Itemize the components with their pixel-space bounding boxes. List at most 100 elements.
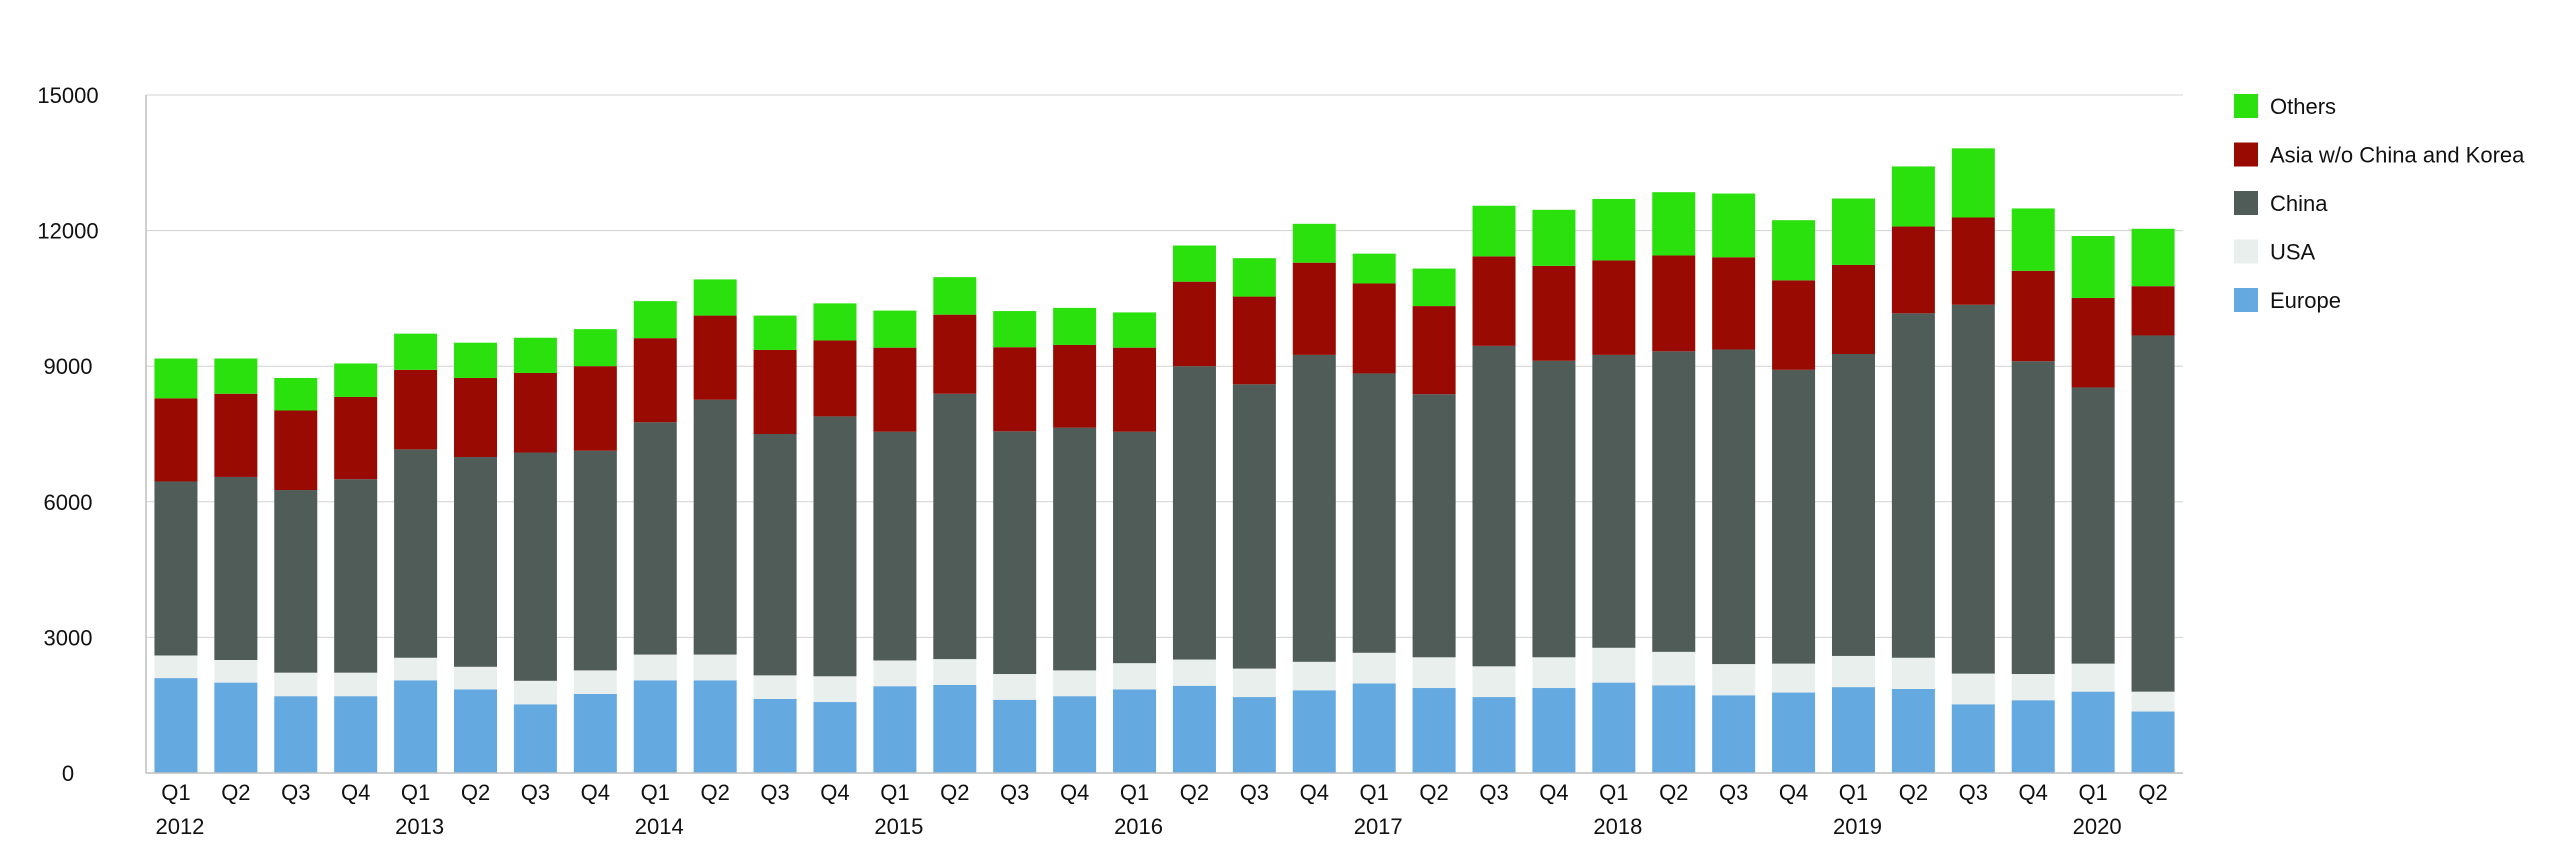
bar-segment <box>933 659 977 685</box>
x-tick-label: Q1 <box>880 780 909 805</box>
bar-segment <box>753 434 797 676</box>
bar-segment <box>1232 668 1276 698</box>
year-label: 2018 <box>1593 814 1642 839</box>
bar-segment <box>1891 688 1935 773</box>
bar-segment <box>394 369 438 450</box>
year-label: 2014 <box>635 814 684 839</box>
bar-segment <box>993 311 1037 348</box>
x-tick-label: Q1 <box>641 780 670 805</box>
bar-segment <box>154 358 198 399</box>
x-tick-label: Q1 <box>401 780 430 805</box>
bar-segment <box>2011 674 2055 701</box>
bar-segment <box>693 399 737 655</box>
bar-segment <box>513 452 557 681</box>
bar-segment <box>1053 344 1097 428</box>
bar-segment <box>873 660 917 687</box>
year-label: 2013 <box>395 814 444 839</box>
bar-segment <box>993 431 1037 675</box>
x-tick-label: Q2 <box>700 780 729 805</box>
bar-segment <box>933 393 977 660</box>
x-tick-label: Q3 <box>521 780 550 805</box>
bar-segment <box>2011 270 2055 362</box>
bar-segment <box>1831 353 1875 656</box>
bar-segment <box>753 349 797 434</box>
x-tick-label: Q4 <box>1060 780 1089 805</box>
y-tick-label: 3000 <box>44 625 93 650</box>
legend-swatch <box>2234 191 2258 215</box>
bar-segment <box>513 680 557 705</box>
bar-segment <box>1592 198 1636 261</box>
bar-segment <box>633 680 677 773</box>
bar-segment <box>573 329 617 367</box>
x-tick-label: Q3 <box>1959 780 1988 805</box>
bar-segment <box>513 704 557 773</box>
gridlines <box>146 94 2183 638</box>
bar-segment <box>274 410 318 491</box>
y-axis-ticks: 0 3000 6000 9000 12000 15000 <box>37 83 98 786</box>
bar-segment <box>873 310 917 348</box>
bar-segment <box>1532 657 1576 689</box>
bar-segment <box>813 340 857 417</box>
bar-segment <box>1891 226 1935 314</box>
bar-segment <box>1113 312 1157 348</box>
bar-segment <box>753 698 797 773</box>
bar-segment <box>1652 255 1696 352</box>
bar-segment <box>334 396 378 480</box>
y-tick-label: 6000 <box>44 490 93 515</box>
bar-segment <box>1113 347 1157 432</box>
bar-segment <box>573 670 617 694</box>
y-tick-label: 0 <box>62 761 74 786</box>
bar-segment <box>274 672 318 697</box>
bar-segment <box>2071 387 2115 664</box>
bar-segment <box>1232 296 1276 385</box>
bar-segment <box>1891 166 1935 227</box>
bar-segment <box>454 342 498 378</box>
bar-segment <box>1951 673 1995 705</box>
bar-segment <box>1652 651 1696 686</box>
bar-segment <box>1053 427 1097 671</box>
bar-segment <box>1712 193 1756 258</box>
x-tick-label: Q2 <box>221 780 250 805</box>
bar-segment <box>214 476 258 660</box>
y-tick-label: 15000 <box>37 83 98 108</box>
bar-segment <box>1652 685 1696 773</box>
bar-segment <box>1232 697 1276 773</box>
bar-segment <box>1053 696 1097 773</box>
bar-segment <box>1772 220 1816 281</box>
bar-segment <box>1472 256 1516 346</box>
bar-segment <box>933 684 977 773</box>
bar-segment <box>933 314 977 394</box>
y-tick-label: 12000 <box>37 219 98 244</box>
legend-swatch <box>2234 288 2258 312</box>
bar-segment <box>274 377 318 411</box>
bar-segment <box>1352 373 1396 653</box>
bar-segment <box>1472 697 1516 773</box>
bar-segment <box>1831 655 1875 688</box>
x-tick-label: Q3 <box>1719 780 1748 805</box>
x-tick-label: Q4 <box>1539 780 1568 805</box>
y-tick-label: 9000 <box>44 354 93 379</box>
bar-segment <box>1412 306 1456 395</box>
bar-segment <box>633 422 677 655</box>
bar-segment <box>1951 304 1995 674</box>
bar-segment <box>274 696 318 773</box>
bar-segment <box>933 277 977 315</box>
year-label: 2012 <box>155 814 204 839</box>
legend: Others Asia w/o China and Korea China USA Eu… <box>2234 94 2525 313</box>
bar-segment <box>1891 657 1935 689</box>
x-tick-label: Q4 <box>581 780 610 805</box>
year-label: 2019 <box>1833 814 1882 839</box>
year-label: 2016 <box>1114 814 1163 839</box>
legend-label: Asia w/o China and Korea <box>2270 143 2525 168</box>
bar-segment <box>214 393 258 477</box>
axes <box>145 94 2183 774</box>
bars <box>154 148 2175 773</box>
bar-segment <box>573 450 617 671</box>
bar-segment <box>1951 217 1995 305</box>
bar-segment <box>1831 198 1875 265</box>
bar-segment <box>394 333 438 370</box>
bar-segment <box>1772 369 1816 664</box>
bar-segment <box>2131 711 2175 773</box>
bar-segment <box>334 672 378 697</box>
